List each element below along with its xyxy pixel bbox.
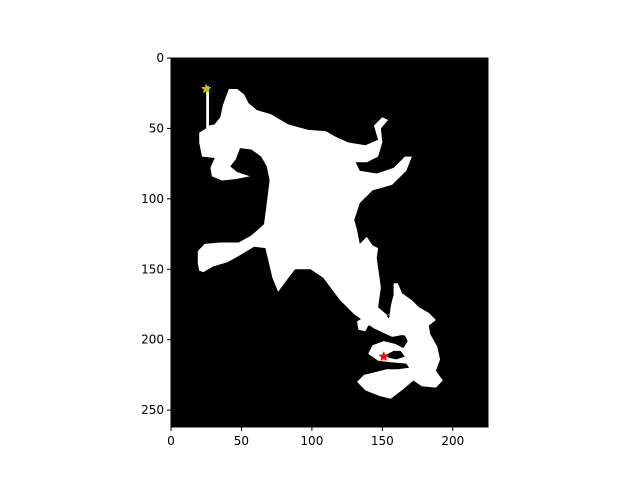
y-tick-label-250: 250 <box>141 403 164 417</box>
markers <box>200 83 390 362</box>
lower-right-free-region <box>357 283 443 399</box>
start-marker <box>200 83 212 94</box>
main-free-region <box>197 86 412 337</box>
axes-frame <box>170 57 489 428</box>
x-tick-label-50: 50 <box>234 434 249 448</box>
x-tick-label-150: 150 <box>371 434 394 448</box>
x-tick-label-0: 0 <box>167 434 175 448</box>
y-tick-label-150: 150 <box>141 262 164 276</box>
y-tick-label-200: 200 <box>141 333 164 347</box>
y-tick-label-50: 50 <box>149 121 164 135</box>
y-tick-label-0: 0 <box>156 51 164 65</box>
y-axis: 0 50 100 150 200 250 <box>141 51 171 417</box>
y-tick-label-100: 100 <box>141 192 164 206</box>
hole-1 <box>385 350 405 360</box>
free-space-regions <box>197 86 443 399</box>
goal-marker <box>378 350 390 362</box>
plot-area <box>170 57 489 428</box>
x-tick-label-200: 200 <box>441 434 464 448</box>
x-axis: 0 50 100 150 200 <box>167 427 464 448</box>
x-tick-label-100: 100 <box>300 434 323 448</box>
